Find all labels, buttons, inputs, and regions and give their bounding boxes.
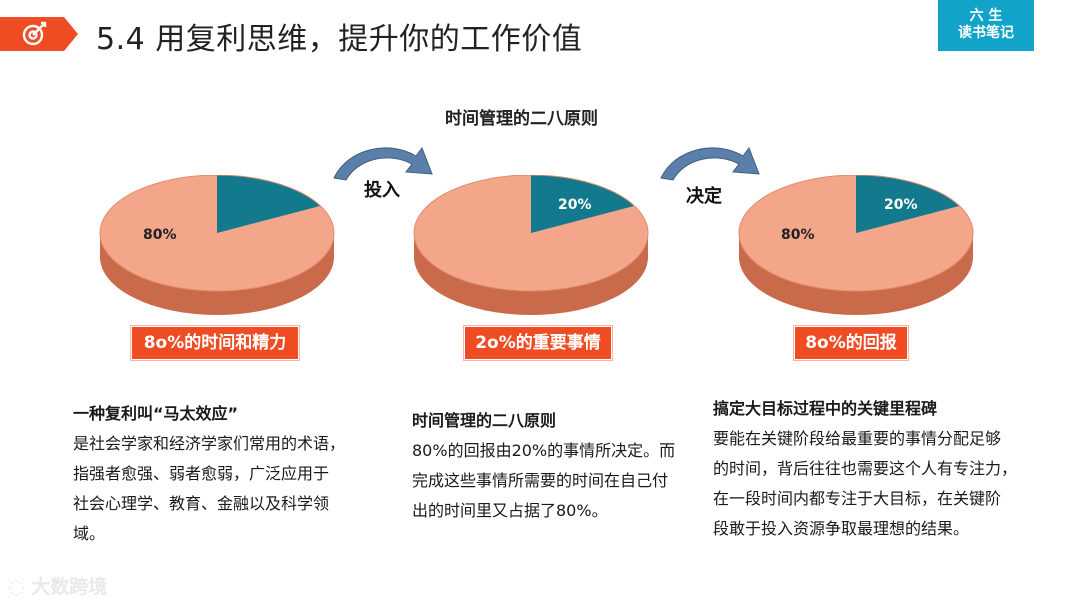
pie-chart-3 bbox=[738, 175, 974, 315]
brand-logo: 六 生 读书笔记 bbox=[938, 0, 1034, 51]
pie-3-side bbox=[739, 233, 973, 315]
column-2-line: 完成这些事情所需要的时间在自己付 bbox=[412, 471, 669, 490]
column-1-line: 指强者愈强、弱者愈弱，广泛应用于 bbox=[73, 464, 330, 483]
pie-chart-2 bbox=[413, 175, 649, 315]
arrow-label-invest: 投入 bbox=[364, 180, 400, 201]
brand-line-2: 读书笔记 bbox=[958, 25, 1014, 41]
column-1-line: 是社会学家和经济学家们常用的术语， bbox=[73, 434, 346, 453]
column-2-line: 80%的回报由20%的事情所决定。而 bbox=[412, 441, 676, 460]
curved-arrow-icon bbox=[660, 146, 760, 181]
brand-line-1: 六 生 bbox=[969, 8, 1003, 24]
column-2-title: 时间管理的二八原则 bbox=[412, 411, 557, 430]
pie-1-side bbox=[100, 233, 334, 315]
column-1-line: 社会心理学、教育、金融以及科学领 bbox=[73, 494, 330, 513]
diagram-title: 时间管理的二八原则 bbox=[445, 109, 598, 129]
arrow-label-decide: 决定 bbox=[686, 186, 722, 207]
pie-3-small-slice bbox=[856, 175, 959, 233]
pie-chart-1 bbox=[99, 175, 335, 315]
column-3-line: 要能在关键阶段给最重要的事情分配足够 bbox=[713, 429, 1002, 448]
pie-2-tag: 2o%的重要事情 bbox=[464, 326, 612, 360]
pie-2-small-label: 20% bbox=[558, 197, 592, 213]
column-3-title: 搞定大目标过程中的关键里程碑 bbox=[713, 399, 938, 418]
pie-1-large-label: 80% bbox=[143, 227, 177, 243]
target-icon bbox=[22, 21, 47, 46]
pie-3-small-label: 20% bbox=[884, 197, 918, 213]
pie-2-side bbox=[414, 233, 648, 315]
pie-3-large-label: 80% bbox=[781, 227, 815, 243]
pie-2-small-slice bbox=[531, 175, 634, 233]
text-column-3: 搞定大目标过程中的关键里程碑 要能在关键阶段给最重要的事情分配足够 的时间，背后… bbox=[713, 394, 1063, 544]
column-3-line: 的时间，背后往往也需要这个人有专注力， bbox=[713, 459, 1018, 478]
pie-1-small-slice bbox=[217, 175, 320, 233]
column-1-line: 域。 bbox=[73, 524, 106, 543]
watermark-icon: ◌ bbox=[8, 576, 25, 598]
column-3-line: 在一段时间内都专注于大目标，在关键阶 bbox=[713, 489, 1002, 508]
text-column-1: 一种复利叫“马太效应” 是社会学家和经济学家们常用的术语， 指强者愈强、弱者愈弱… bbox=[73, 399, 383, 549]
watermark-text: 大数跨境 bbox=[31, 576, 108, 598]
pie-3-tag: 8o%的回报 bbox=[794, 326, 908, 360]
curved-arrow-icon bbox=[333, 146, 433, 181]
page-title: 5.4 用复利思维，提升你的工作价值 bbox=[96, 22, 583, 57]
pie-1-tag: 8o%的时间和精力 bbox=[131, 326, 299, 360]
column-2-line: 出的时间里又占据了80%。 bbox=[412, 501, 608, 520]
column-3-line: 段敢于投入资源争取最理想的结果。 bbox=[713, 519, 970, 538]
column-1-title: 一种复利叫“马太效应” bbox=[73, 404, 239, 423]
header-badge bbox=[0, 17, 78, 51]
watermark: ◌ 大数跨境 bbox=[8, 572, 107, 599]
text-column-2: 时间管理的二八原则 80%的回报由20%的事情所决定。而 完成这些事情所需要的时… bbox=[412, 406, 712, 526]
